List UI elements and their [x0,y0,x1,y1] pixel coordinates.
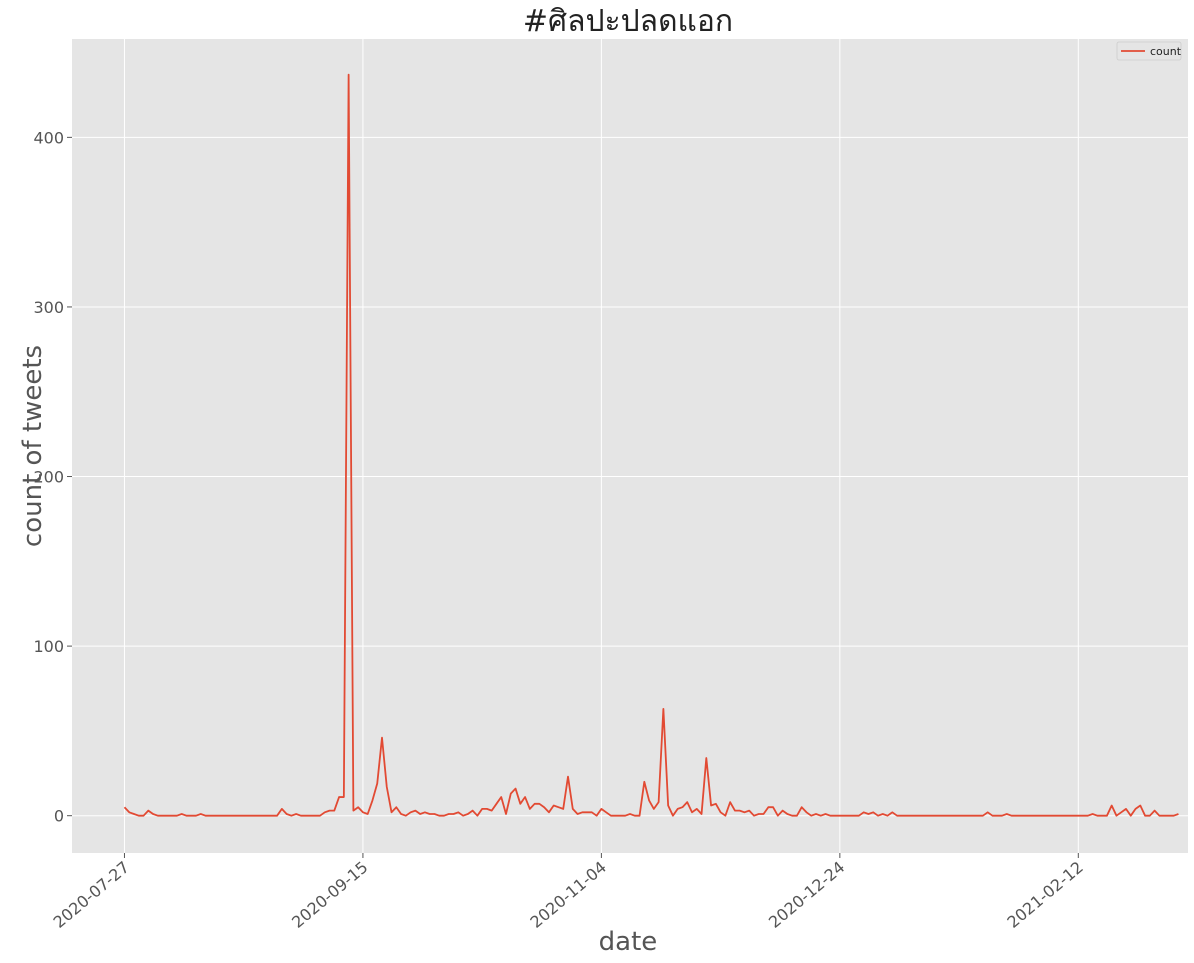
chart-title: #ศิลปะปลดแอก [523,4,733,39]
x-tick-label: 2020-11-04 [527,858,610,932]
y-tick-label: 100 [33,637,64,656]
grid-lines [72,39,1188,853]
x-tick-label: 2021-02-12 [1003,858,1086,932]
x-tick-label: 2020-09-15 [288,858,371,932]
legend: count [1116,41,1182,61]
y-tick-label: 0 [54,807,64,826]
series-line-count [123,73,1179,817]
legend-box [1116,41,1182,61]
y-axis: 0 100 200 300 400 [33,128,72,826]
x-axis-title: date [599,927,658,957]
y-tick-label: 400 [33,128,64,147]
x-axis: 2020-07-27 2020-09-15 2020-11-04 2020-12-24… [50,853,1087,932]
legend-label: count [1150,45,1182,58]
y-tick-label: 300 [33,298,64,317]
plot-background [72,39,1188,853]
y-axis-title: count of tweets [18,345,48,547]
x-tick-label: 2020-12-24 [765,858,848,932]
x-tick-label: 2020-07-27 [50,858,133,932]
y-tick-label: 200 [33,468,64,487]
